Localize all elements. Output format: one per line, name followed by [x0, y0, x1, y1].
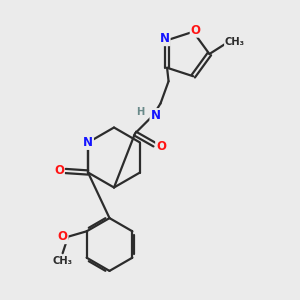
Text: CH₃: CH₃ [225, 37, 245, 47]
Text: O: O [190, 24, 201, 37]
Text: CH₃: CH₃ [52, 256, 73, 266]
Text: N: N [150, 109, 161, 122]
Text: H: H [136, 107, 145, 117]
Text: N: N [83, 136, 93, 149]
Text: N: N [160, 32, 170, 45]
Text: O: O [156, 140, 166, 153]
Text: O: O [58, 230, 68, 243]
Text: O: O [54, 164, 64, 178]
